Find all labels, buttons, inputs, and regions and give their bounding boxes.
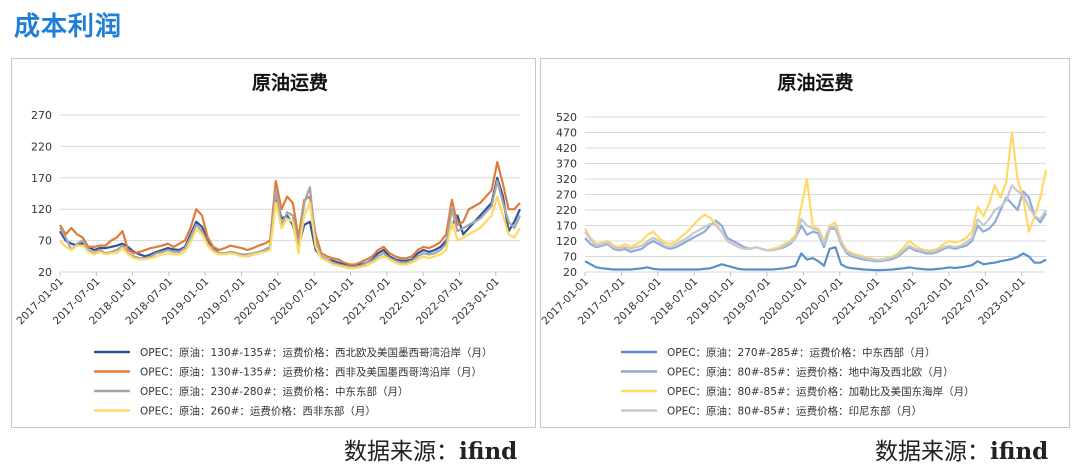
legend-label: OPEC：原油：260#：运费价格：西非东部（月）: [140, 405, 376, 418]
y-tick-label: 20: [563, 266, 577, 279]
legend-label: OPEC：原油：130#-135#：运费价格：西非及美国墨西哥湾沿岸（月）: [140, 366, 482, 379]
series-line-2: [584, 190, 1047, 263]
y-tick-label: 170: [556, 220, 577, 233]
y-tick-label: 270: [31, 109, 52, 122]
y-tick-label: 420: [556, 142, 577, 155]
source-label: 数据来源：: [875, 439, 990, 465]
y-tick-label: 170: [31, 172, 52, 185]
series-line-3: [59, 179, 522, 269]
freight-chart-left: 原油运费20701201702202702017-01-012017-07-01…: [14, 72, 522, 418]
y-tick-label: 220: [556, 204, 577, 217]
series-line-2: [59, 160, 521, 266]
y-tick-label: 70: [38, 235, 52, 248]
source-value: ifind: [990, 438, 1049, 465]
series-line-4: [59, 195, 521, 270]
y-tick-label: 320: [556, 173, 577, 186]
legend-label: OPEC：原油：270#-285#：运费价格：中东西部（月）: [667, 346, 936, 359]
freight-chart-right: 原油运费20701201702202703203704204705202017-…: [541, 72, 1048, 418]
y-tick-label: 270: [556, 189, 577, 202]
chart-panel-left: 原油运费 20 70 120 170 220 270 2017-01-01 2017-07-01…: [11, 58, 536, 428]
series-line-1: [584, 246, 1047, 272]
y-tick-label: 220: [31, 140, 52, 153]
y-tick-label: 120: [31, 203, 52, 216]
chart-panel-right: 原油运费 20 70 120 170 220 270 320 370 420 470 520 2017-…: [540, 58, 1070, 428]
legend-label: OPEC：原油：80#-85#：运费价格：加勒比及美国东海岸（月）: [667, 385, 975, 398]
legend-label: OPEC：原油：80#-85#：运费价格：印尼东部（月）: [667, 405, 922, 418]
chart-title: 原油运费: [252, 72, 328, 94]
y-tick-label: 70: [563, 251, 577, 264]
data-source-left: 数据来源：ifind: [344, 432, 517, 466]
page-heading: 成本利润: [14, 12, 123, 42]
source-label: 数据来源：: [344, 439, 459, 465]
y-tick-label: 370: [556, 158, 577, 171]
legend-label: OPEC：原油：230#-280#：运费价格：中东东部（月）: [140, 385, 409, 398]
y-tick-label: 520: [556, 111, 577, 124]
legend-label: OPEC：原油：130#-135#：运费价格：西北欧及美国墨西哥湾沿岸（月）: [140, 346, 493, 359]
data-source-right: 数据来源：ifind: [875, 432, 1048, 466]
y-tick-label: 20: [38, 266, 52, 279]
source-value: ifind: [459, 438, 518, 465]
chart-title: 原油运费: [777, 72, 853, 94]
y-tick-label: 470: [556, 127, 577, 140]
legend-label: OPEC：原油：80#-85#：运费价格：地中海及西北欧（月）: [667, 366, 954, 379]
y-tick-label: 120: [556, 235, 577, 248]
series-line-4: [584, 184, 1047, 262]
series-line-3: [584, 131, 1048, 261]
